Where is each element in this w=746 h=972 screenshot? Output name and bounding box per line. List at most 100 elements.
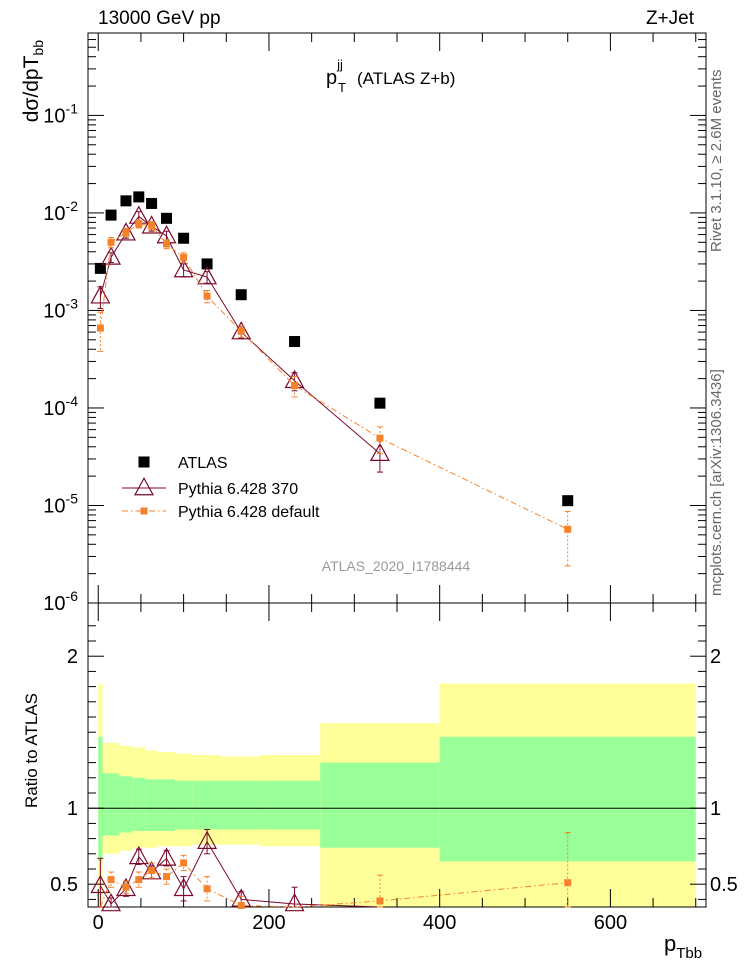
main-data-point <box>115 222 136 241</box>
main-data-point <box>122 228 130 236</box>
main-data-point <box>203 292 211 300</box>
main-y-axis: 10-6 10-5 10-4 10-3 10-2 10-1 <box>43 39 706 615</box>
main-data-point <box>173 258 194 278</box>
main-data-point <box>178 232 190 244</box>
ratio-data-point <box>197 830 218 849</box>
main-series-0 <box>94 191 574 507</box>
legend-marker <box>140 507 148 515</box>
ratio-tick-label-right: 0.5 <box>710 874 738 896</box>
x-tick-label: 400 <box>423 912 456 934</box>
ratio-data-point <box>122 883 130 891</box>
ratio-data-point <box>203 885 211 893</box>
main-data-point <box>96 324 104 332</box>
ratio-data-point <box>376 897 384 905</box>
main-series-line <box>99 215 381 455</box>
ratio-data-point <box>135 876 143 884</box>
ratio-data-point <box>141 861 162 880</box>
legend-marker <box>138 456 150 468</box>
main-chart-title: pjj T (ATLAS Z+b) <box>326 57 455 95</box>
ratio-tick-label-right: 1 <box>710 798 721 820</box>
x-axis-title: pTbb <box>664 931 702 962</box>
x-axis: 0 200 400 600 <box>93 33 697 934</box>
legend-item: Pythia 6.428 370 <box>122 476 298 498</box>
ratio-data-point <box>173 877 194 897</box>
analysis-watermark: ATLAS_2020_I1788444 <box>322 558 471 574</box>
legend-item: ATLAS <box>138 455 228 472</box>
ratio-data-point <box>107 876 115 884</box>
main-series-2 <box>96 219 572 567</box>
green-band <box>119 776 133 833</box>
legend-marker <box>133 476 155 496</box>
green-band <box>157 779 176 831</box>
main-data-point <box>120 195 132 207</box>
ratio-data-point <box>90 874 111 894</box>
main-data-point <box>197 266 218 285</box>
green-band <box>132 777 146 831</box>
ratio-data-point <box>156 847 177 866</box>
main-data-point <box>237 327 245 335</box>
ratio-bands <box>98 683 696 907</box>
ratio-tick-label-left: 0.5 <box>50 874 78 896</box>
main-data-point <box>201 258 213 270</box>
main-y-axis-title: dσ/dpTbb <box>20 40 46 122</box>
main-data-point <box>161 212 173 224</box>
ratio-series-1 <box>99 832 572 909</box>
x-tick-label: 600 <box>594 912 627 934</box>
main-data-point <box>101 246 122 265</box>
green-band <box>439 736 696 862</box>
legend: ATLAS Pythia 6.428 370 Pythia 6.428 defaul… <box>122 455 320 521</box>
green-band <box>102 773 120 836</box>
main-data-point <box>163 240 171 248</box>
ratio-series-0 <box>90 828 380 912</box>
main-data-point <box>369 442 390 462</box>
legend-label: Pythia 6.428 default <box>178 504 320 521</box>
green-band <box>175 780 193 830</box>
main-data-point <box>564 525 572 533</box>
ratio-data-point <box>115 877 136 897</box>
header-right-label: Z+Jet <box>645 8 694 29</box>
main-data-point <box>289 336 301 348</box>
y-tick-label: 10-5 <box>43 490 78 517</box>
main-data-point <box>94 262 106 274</box>
y-tick-label: 10-6 <box>43 588 78 615</box>
main-data-point <box>235 289 247 301</box>
ratio-y-axis: 0.5 0.5 1 1 2 2 <box>50 625 738 900</box>
ratio-data-point <box>128 845 149 865</box>
green-band <box>260 780 321 830</box>
legend-label: ATLAS <box>178 455 228 472</box>
main-data-point <box>148 222 156 230</box>
main-data-point <box>562 495 574 507</box>
main-data-point <box>135 220 143 228</box>
main-data-point <box>105 209 117 221</box>
ratio-data-point <box>284 892 305 912</box>
main-series-line <box>99 223 568 530</box>
green-band <box>192 780 223 830</box>
y-tick-label: 10-1 <box>43 100 78 127</box>
green-band <box>98 736 103 862</box>
main-data-point <box>231 321 252 340</box>
main-data-point <box>90 285 111 304</box>
x-tick-label: 200 <box>252 912 285 934</box>
ratio-data-point <box>180 859 188 867</box>
green-band <box>145 779 158 831</box>
main-data-point <box>180 253 188 261</box>
ratio-tick-label-left: 1 <box>67 798 78 820</box>
main-data-point <box>146 197 158 209</box>
main-data-point <box>141 215 162 234</box>
green-band <box>320 762 440 848</box>
y-tick-label: 10-3 <box>43 295 78 322</box>
main-data-point <box>374 397 386 409</box>
ratio-data-point <box>148 867 156 875</box>
main-data-point <box>107 238 115 246</box>
ratio-y-axis-title: Ratio to ATLAS <box>22 693 41 808</box>
ratio-data-point <box>163 873 171 881</box>
ratio-tick-label-left: 2 <box>67 646 78 668</box>
y-tick-label: 10-4 <box>43 393 78 420</box>
header-left-label: 13000 GeV pp <box>98 8 221 29</box>
main-series-1 <box>90 205 390 473</box>
main-data-point <box>376 434 384 442</box>
ratio-data-point <box>564 879 572 887</box>
ratio-data-point <box>101 892 122 912</box>
x-tick-label: 0 <box>93 912 104 934</box>
